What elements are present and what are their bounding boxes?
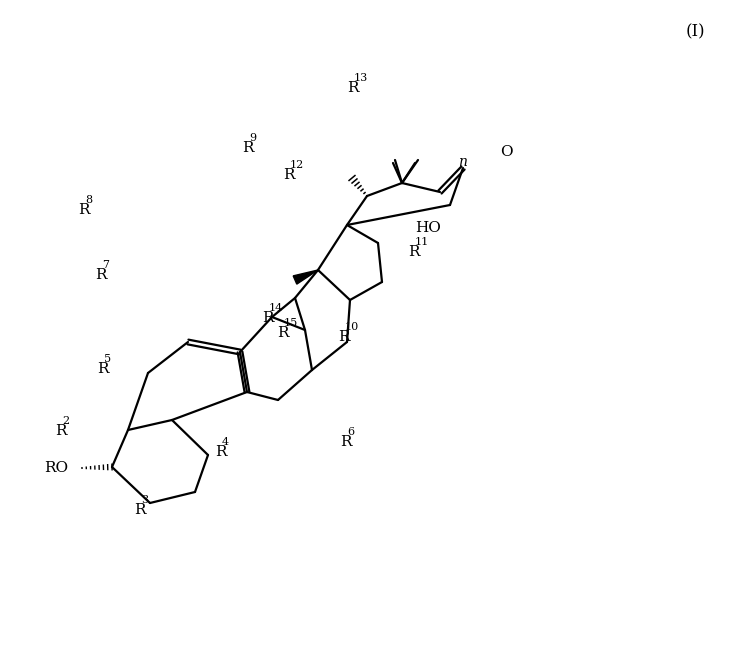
Text: 6: 6 — [347, 427, 354, 437]
Text: 4: 4 — [222, 437, 229, 447]
Text: 8: 8 — [85, 195, 92, 205]
Text: RO: RO — [44, 461, 68, 475]
Text: R: R — [408, 245, 420, 259]
Text: (I): (I) — [685, 24, 704, 40]
Polygon shape — [293, 270, 318, 284]
Text: R: R — [97, 362, 109, 376]
Text: R: R — [215, 445, 226, 459]
Text: R: R — [277, 326, 288, 340]
Text: 7: 7 — [102, 260, 109, 270]
Text: 13: 13 — [354, 73, 368, 83]
Text: 5: 5 — [104, 354, 111, 364]
Text: 11: 11 — [415, 237, 429, 247]
Text: R: R — [338, 330, 350, 344]
Text: 9: 9 — [249, 133, 256, 143]
Text: O: O — [500, 145, 512, 159]
Text: n: n — [458, 155, 466, 169]
Text: R: R — [262, 311, 274, 325]
Text: R: R — [55, 424, 66, 438]
Text: HO: HO — [415, 221, 441, 235]
Text: 12: 12 — [290, 160, 304, 170]
Text: 10: 10 — [345, 322, 359, 332]
Text: R: R — [242, 141, 253, 155]
Text: R: R — [340, 435, 352, 449]
Text: 2: 2 — [62, 416, 69, 426]
Text: R: R — [78, 203, 90, 217]
Text: 3: 3 — [141, 495, 148, 505]
Text: R: R — [134, 503, 145, 517]
Text: R: R — [95, 268, 107, 282]
Text: R: R — [283, 168, 294, 182]
Text: R: R — [347, 81, 358, 95]
Text: 14: 14 — [269, 303, 283, 313]
Text: 15: 15 — [284, 318, 299, 328]
